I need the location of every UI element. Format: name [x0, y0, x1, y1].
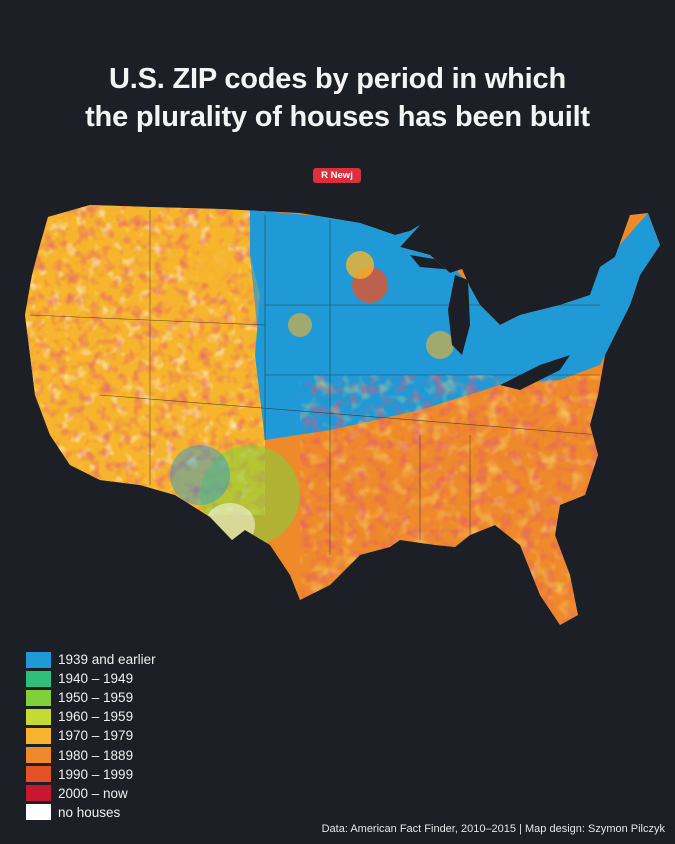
legend-item-1939-and-earlier: 1939 and earlier [26, 650, 156, 669]
legend-item-2000-now: 2000 – now [26, 784, 156, 803]
legend-item-1960s: 1960 – 1959 [26, 707, 156, 726]
legend-label: 1950 – 1959 [58, 690, 134, 706]
us-zip-code-map [25, 205, 660, 625]
legend-swatch [26, 747, 51, 764]
legend-swatch [26, 670, 51, 687]
legend-swatch [26, 766, 51, 783]
legend-swatch [26, 727, 51, 744]
legend-item-1970s: 1970 – 1979 [26, 726, 156, 745]
legend-label: no houses [58, 804, 121, 820]
legend-label: 1940 – 1949 [58, 671, 134, 687]
title-line-2: the plurality of houses has been built [85, 101, 590, 133]
legend-label: 1980 – 1889 [58, 747, 134, 763]
legend-swatch [26, 651, 51, 668]
legend-item-1980s: 1980 – 1889 [26, 745, 156, 764]
legend-swatch [26, 689, 51, 706]
legend-label: 1960 – 1959 [58, 709, 134, 725]
legend-swatch [26, 785, 51, 802]
source-credit: Data: American Fact Finder, 2010–2015 | … [321, 823, 665, 835]
legend-label: 1970 – 1979 [58, 728, 134, 744]
legend-item-1940s: 1940 – 1949 [26, 669, 156, 688]
legend-swatch [26, 804, 51, 821]
legend-swatch [26, 708, 51, 725]
legend-label: 1990 – 1999 [58, 766, 134, 782]
legend-item-no-houses: no houses [26, 803, 156, 822]
legend-item-1990s: 1990 – 1999 [26, 765, 156, 784]
map-legend: 1939 and earlier 1940 – 1949 1950 – 1959… [26, 650, 156, 822]
source-badge: R Newj [313, 168, 361, 183]
title-line-1: U.S. ZIP codes by period in which [109, 63, 566, 95]
legend-item-1950s: 1950 – 1959 [26, 688, 156, 707]
legend-label: 2000 – now [58, 785, 128, 801]
legend-label: 1939 and earlier [58, 652, 156, 668]
map-title: U.S. ZIP codes by period in which the pl… [0, 60, 675, 136]
